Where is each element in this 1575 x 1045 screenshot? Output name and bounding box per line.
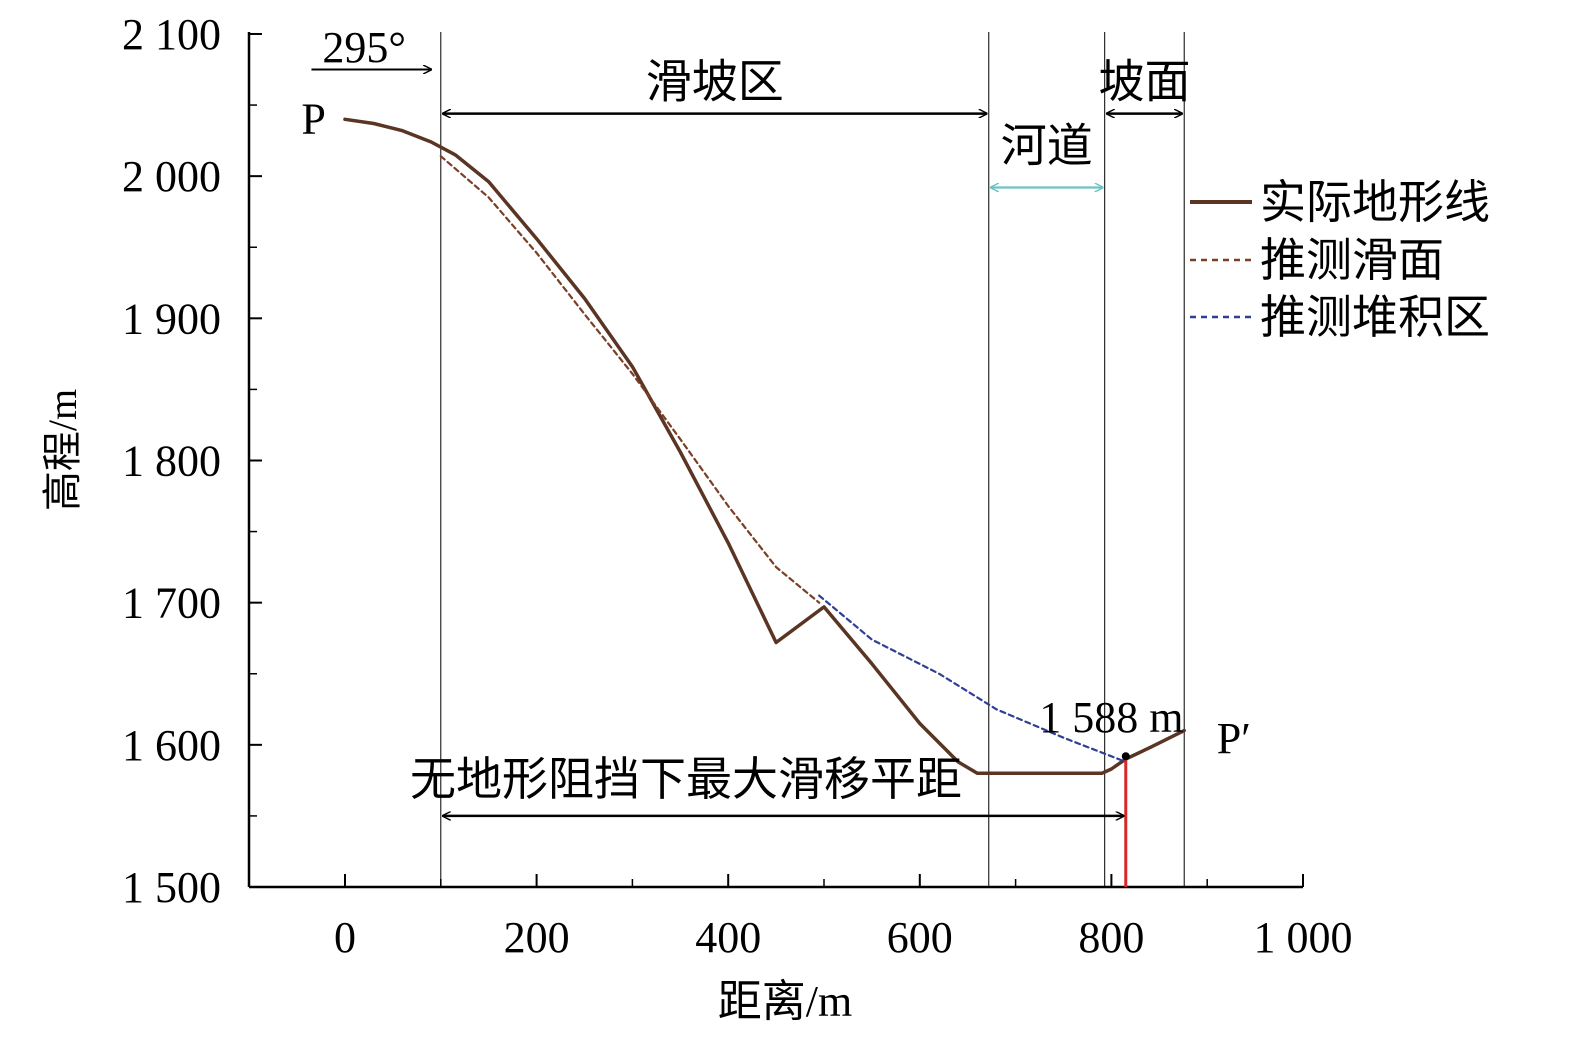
y-tick-label: 1 900 [122, 294, 221, 343]
y-tick-label: 1 800 [122, 436, 221, 485]
series-line [818, 594, 1127, 764]
x-tick-label: 800 [1078, 913, 1144, 962]
chart-annotations: 无地形阻挡下最大滑移平距 295° P P′ 1 588 m [301, 23, 1251, 887]
zone-boundaries [440, 32, 1185, 887]
zone-label: 滑坡区 [646, 57, 784, 108]
zone-label: 坡面 [1098, 57, 1190, 108]
series-line [343, 117, 1186, 776]
series-lines [343, 117, 1186, 776]
series-line [439, 155, 821, 604]
x-tick-label: 600 [887, 913, 953, 962]
y-tick-label: 2 000 [122, 152, 221, 201]
x-tick-label: 200 [504, 913, 570, 962]
zone-label: 河道 [1001, 121, 1093, 172]
y-axis-label: 高程/m [40, 389, 85, 511]
y-tick-label: 1 700 [122, 579, 221, 628]
y-tick-label: 2 100 [122, 10, 221, 59]
endpoint-dot [1121, 752, 1130, 761]
legend-label: 推测滑面 [1260, 235, 1444, 286]
x-tick-label: 1 000 [1254, 913, 1353, 962]
x-tick-label: 400 [695, 913, 761, 962]
annotation-text: 1 588 m [1039, 693, 1183, 742]
max-distance-label: 无地形阻挡下最大滑移平距 [410, 754, 962, 805]
legend-label: 实际地形线 [1260, 177, 1490, 228]
x-axis-label: 距离/m [718, 977, 852, 1026]
y-tick-label: 1 500 [122, 863, 221, 912]
y-tick-label: 1 600 [122, 721, 221, 770]
x-tick-label: 0 [334, 913, 356, 962]
annotation-text: 295° [322, 23, 406, 72]
annotation-text: P [301, 94, 325, 143]
annotation-text: P′ [1217, 714, 1251, 763]
axes: 1 500 1 600 1 700 1 800 1 900 2 000 2 100 0 200… [122, 10, 1353, 962]
legend-label: 推测堆积区 [1260, 292, 1490, 343]
